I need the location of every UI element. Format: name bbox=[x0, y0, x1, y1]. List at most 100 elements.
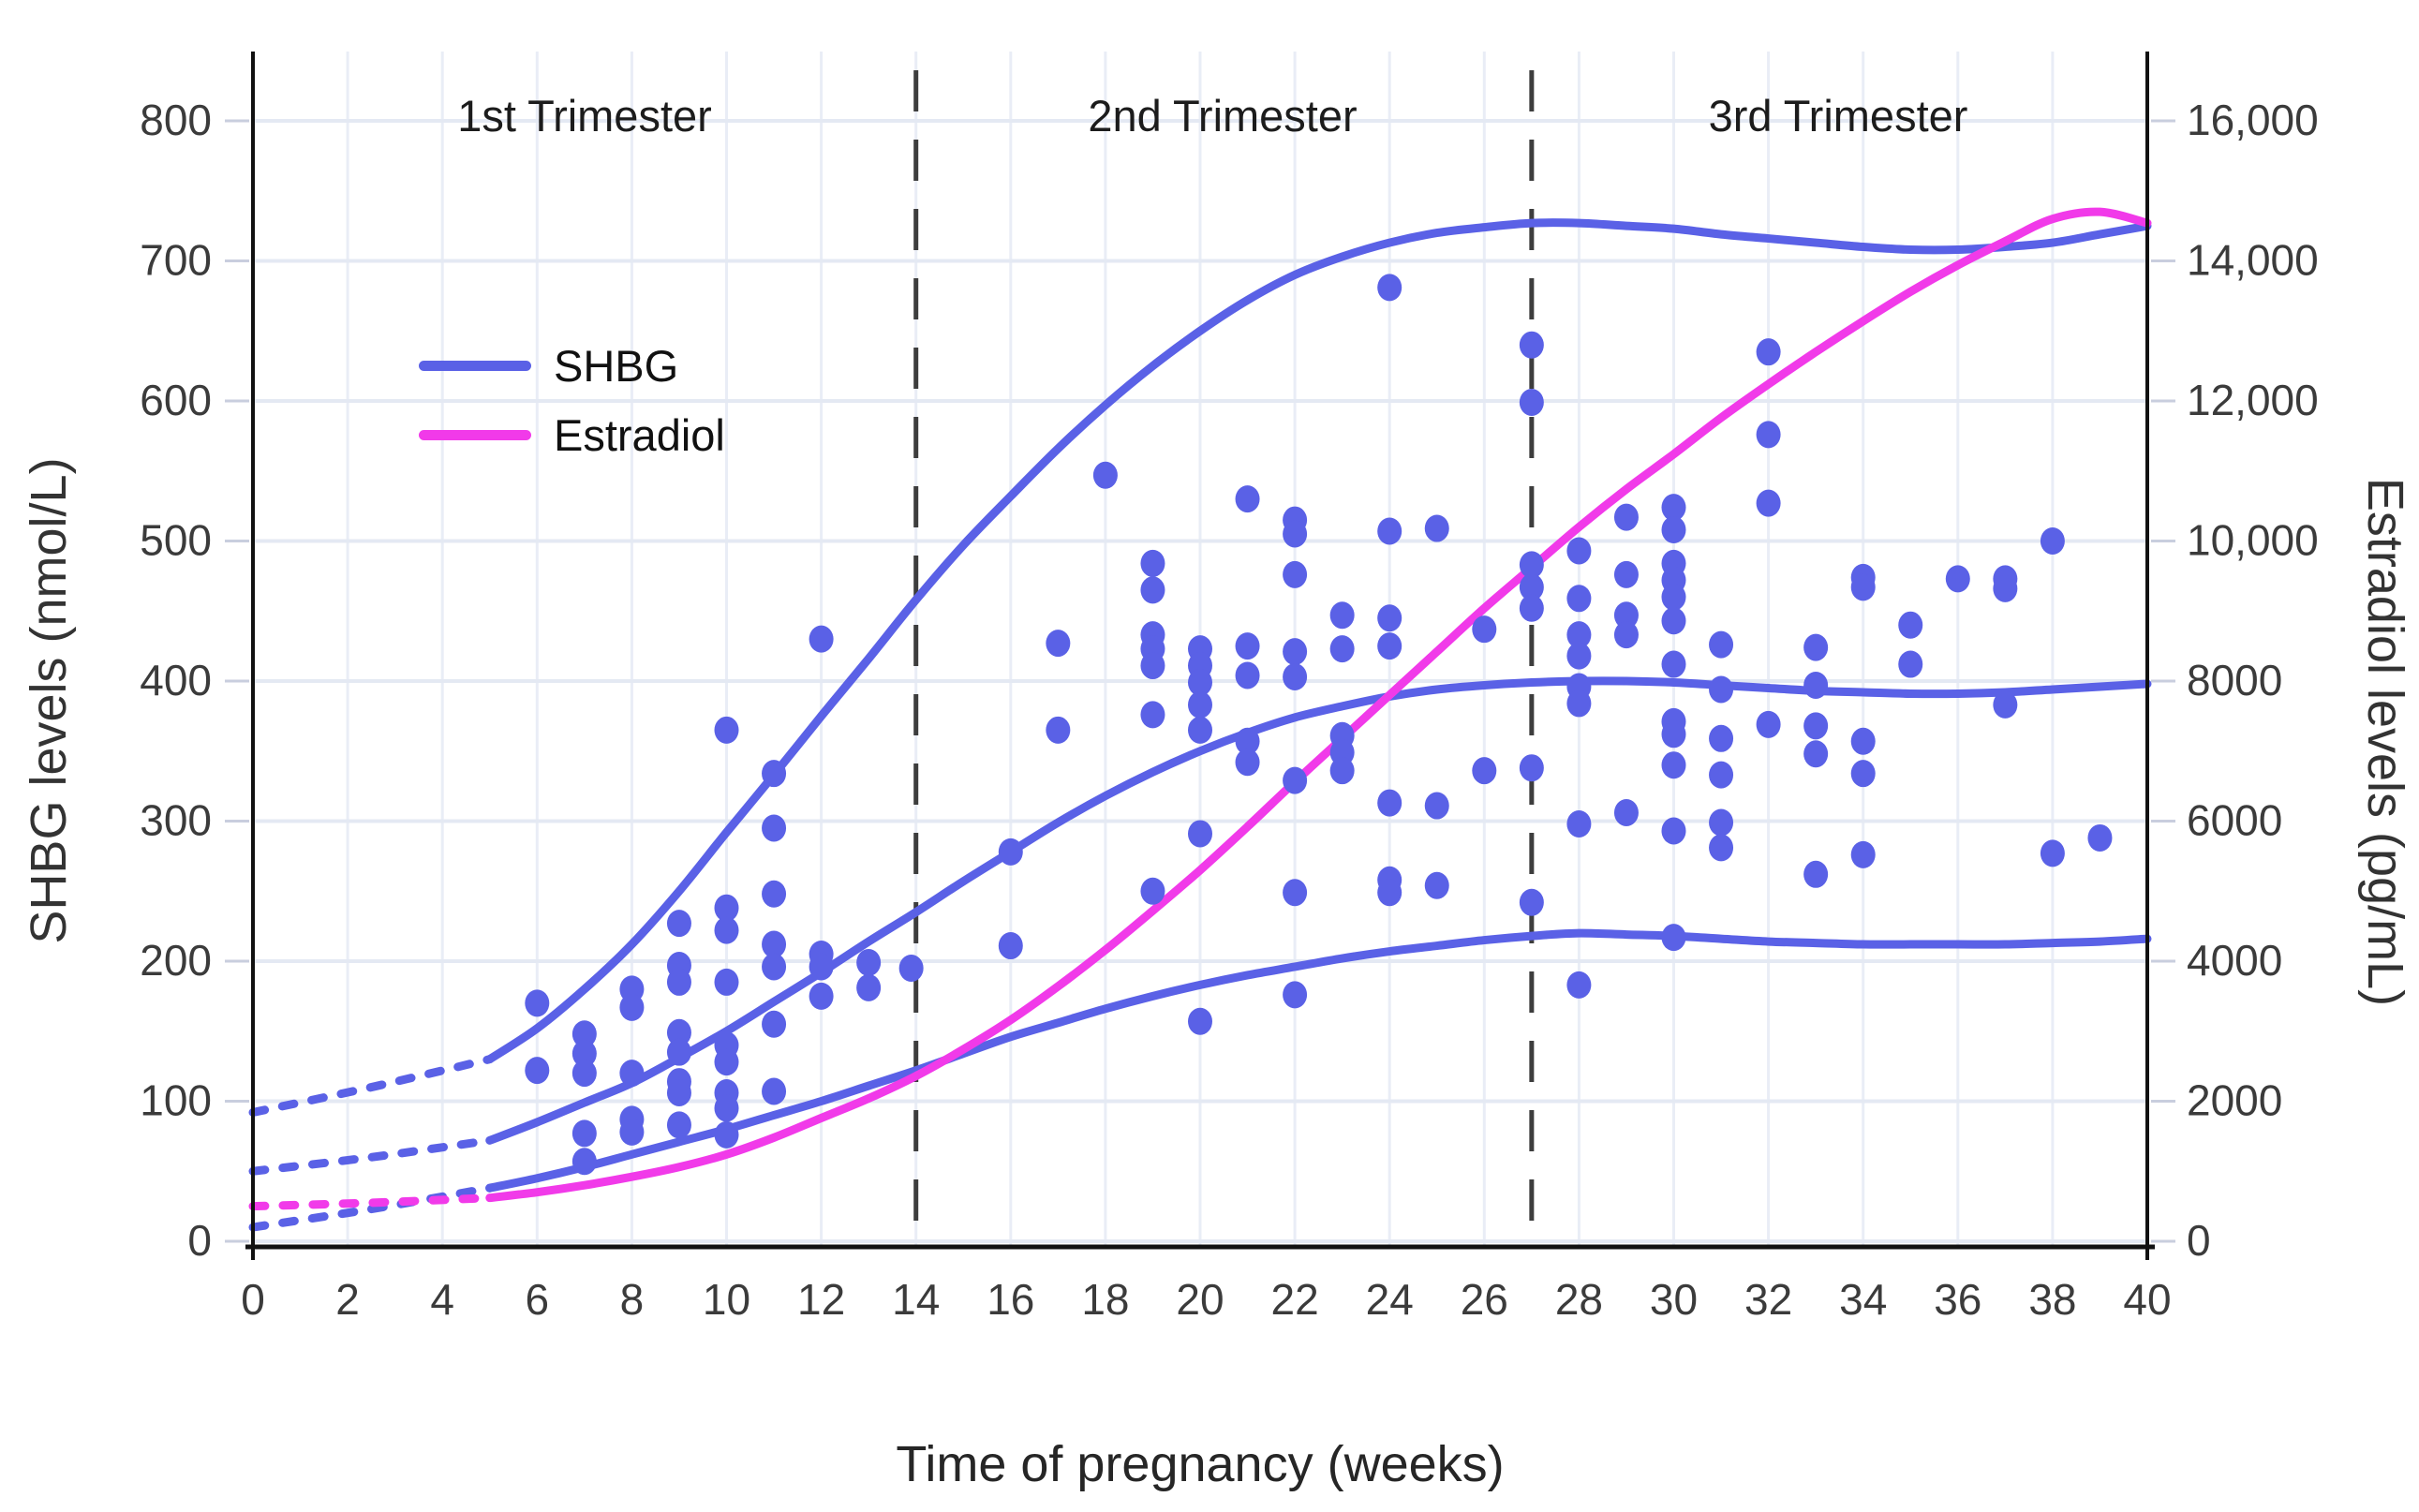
y-left-tick-label: 500 bbox=[140, 516, 212, 565]
shbg-data-point bbox=[1188, 690, 1212, 719]
shbg-data-point bbox=[762, 1077, 787, 1105]
shbg-data-point bbox=[856, 948, 882, 976]
shbg-data-point bbox=[525, 989, 550, 1017]
y-right-tick-label: 14,000 bbox=[2187, 236, 2319, 285]
shbg-data-point bbox=[619, 993, 645, 1021]
shbg-data-point bbox=[1046, 716, 1071, 744]
shbg-data-point bbox=[1519, 551, 1544, 579]
legend-item-shbg: SHBG bbox=[419, 339, 725, 392]
curve-shbg-median bbox=[485, 676, 2152, 1145]
shbg-data-point bbox=[714, 1048, 739, 1076]
shbg-data-point bbox=[714, 894, 739, 922]
x-tick-label: 0 bbox=[241, 1275, 265, 1324]
shbg-data-point bbox=[1661, 583, 1686, 611]
shbg-data-point bbox=[1661, 751, 1686, 779]
shbg-data-point bbox=[1140, 701, 1165, 729]
shbg-data-point bbox=[762, 930, 787, 958]
legend-label-estradiol: Estradiol bbox=[554, 409, 725, 460]
x-tick-label: 36 bbox=[1934, 1275, 1981, 1324]
shbg-data-point bbox=[1661, 924, 1686, 952]
trimester-label-1: 1st Trimester bbox=[457, 91, 712, 141]
y-left-tick-label: 200 bbox=[140, 936, 212, 985]
shbg-data-point bbox=[1993, 690, 2018, 719]
shbg-data-point bbox=[1519, 754, 1544, 782]
shbg-data-point bbox=[1709, 761, 1734, 789]
shbg-data-point bbox=[1566, 585, 1592, 613]
legend-item-estradiol: Estradiol bbox=[419, 408, 725, 461]
shbg-line-swatch bbox=[419, 360, 531, 371]
shbg-data-point bbox=[1661, 817, 1686, 845]
shbg-data-point bbox=[1850, 573, 1876, 601]
y-right-tick-label: 6000 bbox=[2187, 796, 2282, 845]
shbg-data-point bbox=[1283, 560, 1308, 588]
curve-shbg-median-extrapolated- bbox=[248, 1135, 495, 1176]
shbg-data-point bbox=[809, 953, 834, 981]
shbg-data-point bbox=[1803, 740, 1829, 768]
y-right-tick-label: 2000 bbox=[2187, 1076, 2282, 1125]
y-right-tick-label: 10,000 bbox=[2187, 516, 2319, 565]
legend: SHBG Estradiol bbox=[419, 339, 725, 478]
shbg-data-point bbox=[1661, 720, 1686, 749]
curve-estradiol bbox=[485, 207, 2152, 1203]
shbg-data-point bbox=[1709, 808, 1734, 837]
shbg-data-point bbox=[1661, 516, 1686, 544]
shbg-data-point bbox=[1613, 621, 1639, 649]
x-tick-label: 14 bbox=[892, 1275, 940, 1324]
shbg-data-point bbox=[1945, 565, 1970, 593]
y-left-tick-label: 800 bbox=[140, 96, 212, 144]
trimester-label-2: 2nd Trimester bbox=[1088, 91, 1358, 141]
curve-shbg-upper-percentile-extrapolated- bbox=[248, 1055, 495, 1117]
y-right-axis-title: Estradiol levels (pg/mL) bbox=[2357, 477, 2413, 1007]
shbg-data-point bbox=[1283, 638, 1308, 666]
shbg-data-point bbox=[1661, 650, 1686, 678]
x-tick-label: 30 bbox=[1650, 1275, 1698, 1324]
shbg-data-point bbox=[2040, 527, 2065, 555]
shbg-data-point bbox=[1235, 632, 1260, 660]
shbg-data-point bbox=[1756, 338, 1781, 366]
shbg-data-point bbox=[1329, 635, 1355, 663]
y-left-tick-label: 600 bbox=[140, 376, 212, 424]
shbg-data-point bbox=[1850, 840, 1876, 868]
shbg-data-point bbox=[809, 625, 834, 653]
shbg-data-point bbox=[1566, 537, 1592, 565]
shbg-data-point bbox=[1377, 879, 1402, 907]
shbg-data-point bbox=[1377, 274, 1402, 302]
shbg-data-point bbox=[1756, 710, 1781, 738]
shbg-data-point bbox=[1566, 809, 1592, 838]
shbg-data-point bbox=[1519, 594, 1544, 622]
shbg-data-point bbox=[1661, 607, 1686, 635]
shbg-data-point bbox=[1472, 757, 1497, 785]
shbg-data-point bbox=[1424, 514, 1449, 542]
shbg-data-point bbox=[1046, 630, 1071, 658]
shbg-data-point bbox=[1188, 820, 1212, 848]
shbg-data-point bbox=[1803, 633, 1829, 661]
shbg-data-point bbox=[762, 953, 787, 981]
shbg-data-point bbox=[666, 968, 691, 996]
x-tick-label: 12 bbox=[797, 1275, 845, 1324]
curve-shbg-lower-percentile-extrapolated- bbox=[248, 1183, 495, 1232]
y-left-axis-title: SHBG levels (nmol/L) bbox=[21, 457, 77, 944]
shbg-data-point bbox=[666, 1079, 691, 1107]
shbg-data-point bbox=[1235, 727, 1260, 755]
shbg-data-point bbox=[1613, 560, 1639, 588]
shbg-data-point bbox=[1377, 604, 1402, 632]
x-tick-label: 4 bbox=[430, 1275, 454, 1324]
y-left-tick-label: 400 bbox=[140, 656, 212, 704]
shbg-data-point bbox=[2087, 823, 2113, 852]
shbg-data-point bbox=[1235, 749, 1260, 777]
shbg-data-point bbox=[571, 1119, 597, 1148]
shbg-data-point bbox=[1803, 860, 1829, 888]
shbg-data-point bbox=[1803, 712, 1829, 740]
shbg-data-point bbox=[1188, 668, 1212, 696]
y-right-tick-label: 8000 bbox=[2187, 656, 2282, 704]
shbg-data-point bbox=[1709, 834, 1734, 862]
shbg-data-point bbox=[1850, 760, 1876, 788]
shbg-data-point bbox=[998, 932, 1023, 960]
shbg-data-point bbox=[1566, 689, 1592, 718]
shbg-data-point bbox=[762, 760, 787, 788]
shbg-data-point bbox=[1709, 630, 1734, 659]
shbg-data-point bbox=[571, 1060, 597, 1088]
shbg-data-point bbox=[525, 1057, 550, 1085]
shbg-data-point bbox=[856, 973, 882, 1001]
